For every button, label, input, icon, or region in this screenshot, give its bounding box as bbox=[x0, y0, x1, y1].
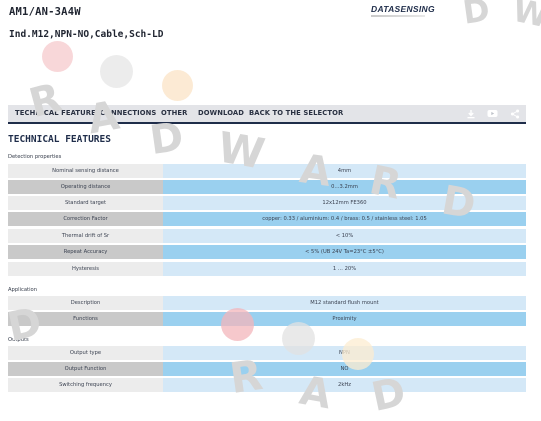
watermark-letter: D bbox=[367, 369, 410, 421]
row-value: 0…3.2mm bbox=[163, 180, 526, 194]
video-icon[interactable] bbox=[487, 108, 498, 119]
nav-tools bbox=[465, 108, 520, 119]
logo-text: DATASENSING bbox=[371, 4, 435, 14]
product-code: AM1/AN-3A4W bbox=[9, 6, 81, 18]
group-title-outputs: Outputs bbox=[8, 337, 29, 343]
table-row: Thermal drift of Sr < 10% bbox=[8, 229, 526, 243]
group-title-detection: Detection properties bbox=[8, 154, 62, 160]
nav-back-to-selector[interactable]: BACK TO THE SELECTOR bbox=[249, 109, 344, 117]
section-title: TECHNICAL FEATURES bbox=[8, 134, 111, 145]
table-row: Correction Factor copper: 0.33 / aluminiu… bbox=[8, 212, 526, 226]
row-label: Output type bbox=[8, 346, 163, 360]
table-row: Switching frequency 2kHz bbox=[8, 378, 526, 392]
row-value: Proximity bbox=[163, 312, 526, 326]
row-label: Switching frequency bbox=[8, 378, 163, 392]
nav-download[interactable]: DOWNLOAD bbox=[198, 109, 244, 117]
row-value: 2kHz bbox=[163, 378, 526, 392]
watermark-dot bbox=[162, 70, 193, 101]
row-value: 4mm bbox=[163, 164, 526, 178]
row-label: Correction Factor bbox=[8, 212, 163, 226]
row-value: < 5% (UB 24V Ta=23°C ±5°C) bbox=[163, 245, 526, 259]
download-icon[interactable] bbox=[465, 108, 476, 119]
section-navbar: TECHNICAL FEATURES CONNECTIONS OTHER DOW… bbox=[8, 105, 526, 124]
row-value: M12 standard flush mount bbox=[163, 296, 526, 310]
row-value: 1 … 20% bbox=[163, 262, 526, 276]
row-value: NPN bbox=[163, 346, 526, 360]
table-row: Output Function NO bbox=[8, 362, 526, 376]
nav-technical-features[interactable]: TECHNICAL FEATURES bbox=[15, 109, 101, 117]
watermark-dot bbox=[100, 55, 133, 88]
table-row: Nominal sensing distance 4mm bbox=[8, 164, 526, 178]
row-label: Operating distance bbox=[8, 180, 163, 194]
row-label: Thermal drift of Sr bbox=[8, 229, 163, 243]
product-description: Ind.M12,NPN-NO,Cable,Sch-LD bbox=[9, 29, 164, 40]
row-label: Repeat Accuracy bbox=[8, 245, 163, 259]
table-row: Description M12 standard flush mount bbox=[8, 296, 526, 310]
row-label: Output Function bbox=[8, 362, 163, 376]
row-value: NO bbox=[163, 362, 526, 376]
nav-connections[interactable]: CONNECTIONS bbox=[100, 109, 157, 117]
row-value: 12x12mm FE360 bbox=[163, 196, 526, 210]
watermark-dot bbox=[42, 41, 73, 72]
row-label: Hysteresis bbox=[8, 262, 163, 276]
row-label: Nominal sensing distance bbox=[8, 164, 163, 178]
share-icon[interactable] bbox=[509, 108, 520, 119]
table-row: Operating distance 0…3.2mm bbox=[8, 180, 526, 194]
row-value: copper: 0.33 / aluminium: 0.4 / brass: 0… bbox=[163, 212, 526, 226]
table-row: Standard target 12x12mm FE360 bbox=[8, 196, 526, 210]
table-row: Hysteresis 1 … 20% bbox=[8, 262, 526, 276]
row-value: < 10% bbox=[163, 229, 526, 243]
group-title-application: Application bbox=[8, 287, 37, 293]
row-label: Functions bbox=[8, 312, 163, 326]
nav-other[interactable]: OTHER bbox=[161, 109, 188, 117]
table-row: Repeat Accuracy < 5% (UB 24V Ta=23°C ±5°C… bbox=[8, 245, 526, 259]
watermark-letter: W bbox=[509, 0, 541, 36]
table-row: Functions Proximity bbox=[8, 312, 526, 326]
logo-underline bbox=[371, 15, 425, 17]
watermark-letter: D bbox=[460, 0, 493, 32]
table-row: Output type NPN bbox=[8, 346, 526, 360]
row-label: Description bbox=[8, 296, 163, 310]
row-label: Standard target bbox=[8, 196, 163, 210]
datasensing-logo[interactable]: DATASENSING bbox=[371, 4, 435, 17]
